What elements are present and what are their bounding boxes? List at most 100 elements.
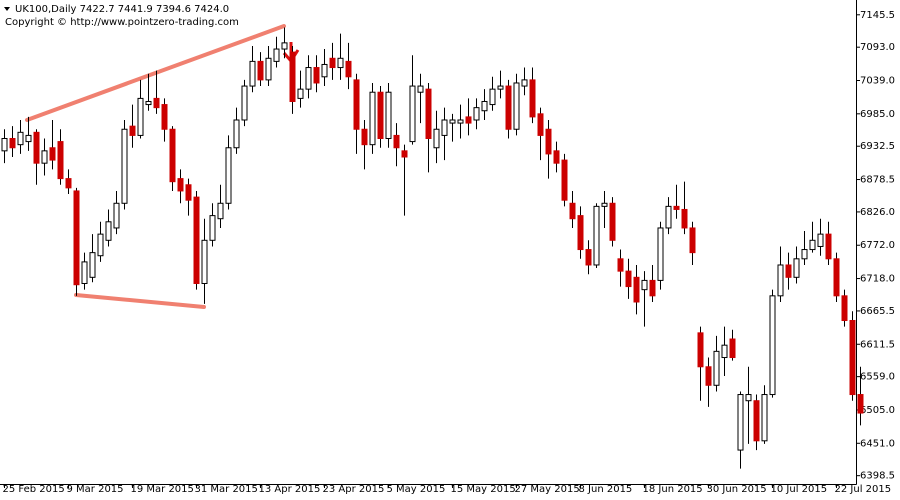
- y-tick-label: 7093.0: [860, 42, 895, 53]
- copyright: Copyright © http://www.pointzero-trading…: [5, 17, 239, 28]
- candle-body: [329, 57, 336, 69]
- candle-body: [833, 258, 840, 297]
- candle-body: [617, 258, 624, 272]
- y-tick-label: 6398.5: [860, 471, 895, 482]
- candle-body: [425, 88, 432, 139]
- candle-body: [697, 332, 704, 368]
- x-tick-label: 19 Mar 2015: [131, 484, 194, 495]
- candle-body: [289, 51, 296, 102]
- candle-body: [137, 97, 144, 136]
- candle-body: [849, 320, 856, 396]
- candle-body: [345, 60, 352, 78]
- candle-body: [857, 394, 864, 414]
- candle-body: [233, 119, 240, 149]
- candle-body: [513, 82, 520, 130]
- candle-body: [665, 205, 672, 229]
- candle-body: [609, 202, 616, 241]
- trendline: [74, 293, 206, 309]
- candle-body: [737, 394, 744, 451]
- candle-body: [433, 128, 440, 149]
- candle-body: [481, 100, 488, 112]
- candle-body: [369, 91, 376, 146]
- candle-body: [313, 67, 320, 84]
- candle-body: [569, 202, 576, 220]
- y-tick-label: 6985.0: [860, 109, 895, 120]
- candle-body: [753, 400, 760, 442]
- candle-body: [761, 394, 768, 442]
- candle-body: [377, 91, 384, 139]
- candle-body: [553, 150, 560, 164]
- candle-body: [793, 258, 800, 278]
- candle-body: [25, 134, 32, 143]
- candle-body: [49, 147, 56, 161]
- candle-body: [465, 116, 472, 124]
- candle-body: [89, 252, 96, 278]
- candle-body: [393, 134, 400, 149]
- candle-body: [401, 150, 408, 158]
- header: UK100,Daily 7422.7 7441.9 7394.6 7424.0: [15, 4, 229, 15]
- candle-body: [257, 60, 264, 81]
- candle-body: [633, 276, 640, 303]
- candle-body: [249, 60, 256, 87]
- candle-body: [281, 42, 288, 50]
- candle-body: [73, 190, 80, 286]
- x-tick-label: 23 Apr 2015: [323, 484, 385, 495]
- candle-body: [817, 233, 824, 247]
- candle-body: [129, 125, 136, 136]
- candle-body: [769, 295, 776, 396]
- y-tick-label: 6451.0: [860, 438, 895, 449]
- candle-body: [473, 107, 480, 121]
- candle-body: [593, 205, 600, 266]
- y-tick-label: 7039.0: [860, 76, 895, 87]
- y-tick-label: 6718.0: [860, 274, 895, 285]
- candle-body: [145, 100, 152, 106]
- x-tick-label: 5 May 2015: [387, 484, 446, 495]
- candle-body: [745, 394, 752, 402]
- candle-body: [81, 261, 88, 284]
- candle-body: [705, 366, 712, 386]
- y-tick-label: 6826.0: [860, 207, 895, 218]
- x-tick-label: 22 Jul 2015: [835, 484, 892, 495]
- candle-body: [169, 128, 176, 183]
- candle-body: [801, 249, 808, 260]
- candle-body: [625, 270, 632, 288]
- candle-body: [41, 150, 48, 164]
- candle-body: [673, 205, 680, 210]
- candle-body: [529, 79, 536, 118]
- candle-body: [601, 202, 608, 207]
- candle-body: [297, 88, 304, 99]
- candle-body: [841, 295, 848, 322]
- x-tick-label: 15 May 2015: [451, 484, 516, 495]
- x-tick-label: 27 May 2015: [515, 484, 580, 495]
- candle-body: [65, 178, 72, 189]
- candle-body: [649, 279, 656, 297]
- y-tick-label: 6772.0: [860, 240, 895, 251]
- candle-body: [305, 67, 312, 90]
- candle-body: [825, 233, 832, 260]
- candle-body: [561, 159, 568, 201]
- candle-body: [489, 88, 496, 106]
- candle-body: [681, 208, 688, 229]
- candle-body: [273, 48, 280, 62]
- candle-body: [321, 63, 328, 78]
- candle-body: [105, 221, 112, 241]
- y-tick-label: 6505.0: [860, 405, 895, 416]
- x-tick-label: 8 Jun 2015: [579, 484, 633, 495]
- x-tick-label: 18 Jun 2015: [643, 484, 703, 495]
- candle-body: [185, 184, 192, 201]
- candle-body: [457, 119, 464, 124]
- menu-triangle: [4, 7, 10, 11]
- trendline: [25, 24, 286, 122]
- candle-body: [209, 215, 216, 241]
- candle-body: [409, 85, 416, 143]
- candle-body: [265, 57, 272, 81]
- candle-body: [57, 141, 64, 180]
- x-tick-label: 30 Jun 2015: [707, 484, 767, 495]
- y-tick-label: 6665.5: [860, 306, 895, 317]
- candle-body: [449, 119, 456, 124]
- candle-body: [537, 113, 544, 136]
- y-tick-label: 6559.0: [860, 372, 895, 383]
- candle-body: [225, 147, 232, 204]
- candle-body: [177, 178, 184, 192]
